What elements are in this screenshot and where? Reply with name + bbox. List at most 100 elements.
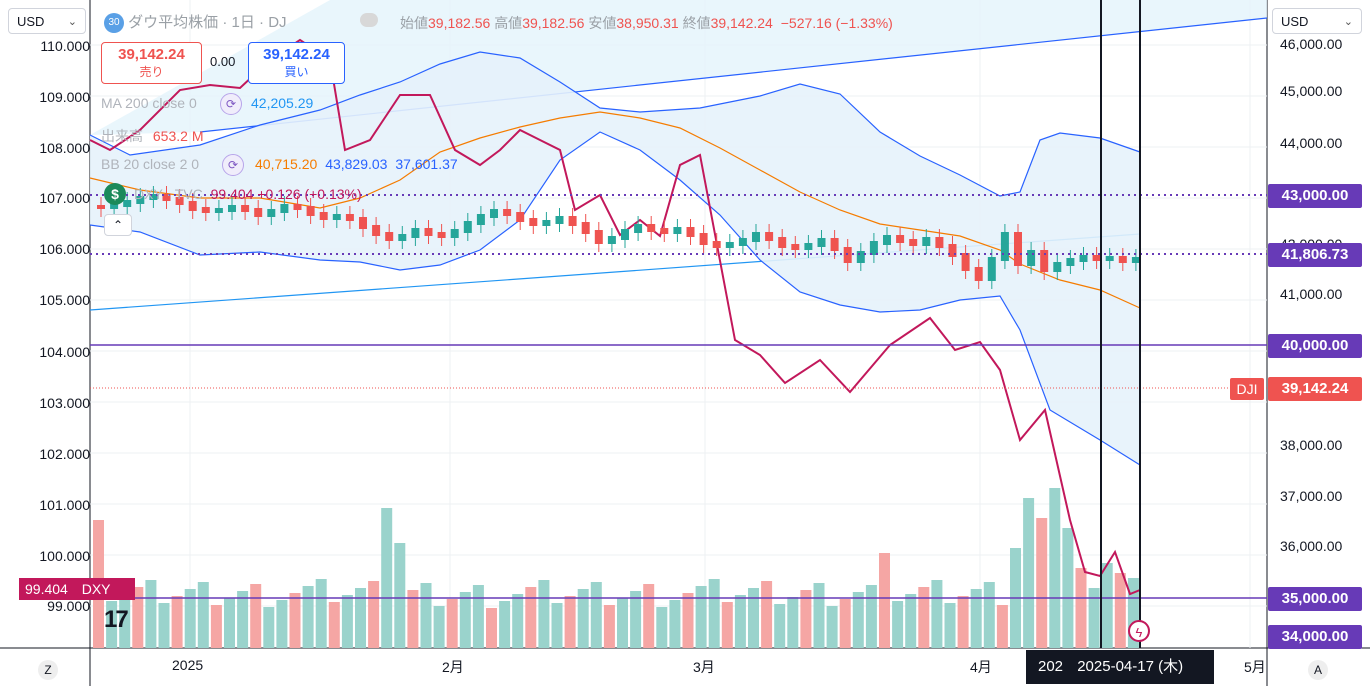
candle-body [660,228,669,234]
dxy-legend[interactable]: DXY · TVC 99.404 +0.126 (+0.13%) [134,186,362,202]
volume-bar [551,603,563,648]
candle-body [201,207,210,213]
left-axis-tick: 109.000 [39,89,90,105]
candle-body [987,257,996,281]
auto-scale-button[interactable]: A [1308,660,1328,680]
volume-bar [590,582,602,648]
volume-bar [420,583,432,648]
alert-lightning-icon[interactable]: ϟ [1128,620,1150,642]
volume-bar [983,582,995,648]
right-axis-tick: 36,000.00 [1280,538,1343,554]
volume-bar [341,595,353,648]
candle-body [948,244,957,257]
candle-body [817,238,826,247]
volume-bar [1127,578,1139,648]
sell-button[interactable]: 39,142.24 売り [101,42,202,84]
candle-body [280,204,289,213]
candle-body [424,228,433,236]
right-axis-tick: 45,000.00 [1280,83,1343,99]
candle-body [542,220,551,226]
left-axis-tick: 101.000 [39,497,90,513]
candle-body [411,228,420,238]
crosshair-partial-date: 202 [1038,658,1064,675]
bb-upper: 43,829.03 [325,156,388,172]
volume-bar [1036,518,1048,648]
ma-legend[interactable]: MA 200 close 0 [101,95,197,111]
candle-body [136,196,145,204]
candle-body [306,206,315,216]
candle-body [1040,250,1049,272]
collapse-legend-button[interactable]: ⌃ [104,214,132,236]
volume-bar [263,607,275,648]
candle-body [607,236,616,244]
candle-body [1014,232,1022,266]
candle-body [896,235,905,243]
volume-bar [368,581,380,648]
symbol-legend[interactable]: 30 ダウ平均株価 · 1日 · DJ [104,11,287,34]
volume-bar [315,579,327,648]
volume-bar [826,606,838,648]
volume-bar [1049,488,1061,648]
volume-bar [695,586,707,648]
left-currency-select[interactable]: USD ⌄ [8,8,86,34]
chevron-down-icon: ⌄ [1343,16,1353,28]
left-axis-tick: 106.000 [39,241,90,257]
bb-label: BB 20 close 2 0 [101,156,200,172]
right-currency-label: USD [1281,14,1309,29]
candle-body [1131,257,1140,263]
settings-refresh-icon[interactable]: ⟳ [222,154,244,176]
right-axis-tick: 46,000.00 [1280,36,1343,52]
volume-bar [250,584,262,648]
dxy-label: DXY · TVC [134,186,203,202]
eye-toggle-icon[interactable] [360,13,378,27]
candle-body [319,212,328,220]
sell-label: 売り [139,65,164,79]
volume-legend[interactable]: 出来高 653.2 M [101,126,203,146]
dxy-price-tag: 99.404 DXY [19,578,135,600]
candle-body [241,205,250,212]
low-label: 安値 [588,15,617,31]
bb-legend[interactable]: BB 20 close 2 0 [101,156,199,172]
candle-body [765,232,774,241]
price-tag-43000: 43,000.00 [1268,184,1362,208]
dxy-tag-label: DXY [81,581,111,597]
volume-bar [1114,573,1126,648]
settings-refresh-icon[interactable]: ⟳ [220,93,242,115]
candle-body [804,243,813,250]
candle-body [830,238,839,251]
candle-body [1105,256,1114,261]
volume-bar [918,587,930,648]
candle-body [162,194,171,201]
time-axis-label: 2025 [172,657,204,673]
volume-bar [1075,568,1087,648]
candle-body [267,209,276,217]
left-axis-tick: 103.000 [39,395,90,411]
volume-bar [132,587,144,648]
right-currency-select[interactable]: USD ⌄ [1272,8,1362,34]
candle-body [1079,255,1088,262]
candle-body [883,235,891,245]
dxy-change: +0.126 (+0.13%) [257,186,362,202]
open-label: 始値 [400,15,428,31]
candle-body [188,201,197,211]
volume-bar [184,589,196,648]
candle-body [398,234,407,241]
bb-lower: 37,601.37 [395,156,458,172]
volume-label: 出来高 [101,128,143,144]
buy-button[interactable]: 39,142.24 買い [248,42,345,84]
candle-body [149,194,158,200]
candle-body [935,237,944,248]
dollar-icon[interactable]: $ [104,183,126,205]
time-axis-label: 4月 [970,659,992,675]
zoom-button[interactable]: Z [38,660,58,680]
candle-body [345,214,354,221]
candle-body [752,232,760,242]
volume-bar [328,602,340,648]
candle-body [214,208,223,213]
chevron-up-icon: ⌃ [112,218,124,232]
volume-bar [525,587,537,648]
volume-bar [459,592,471,648]
volume-bar [970,589,982,648]
candle-body [621,229,629,240]
